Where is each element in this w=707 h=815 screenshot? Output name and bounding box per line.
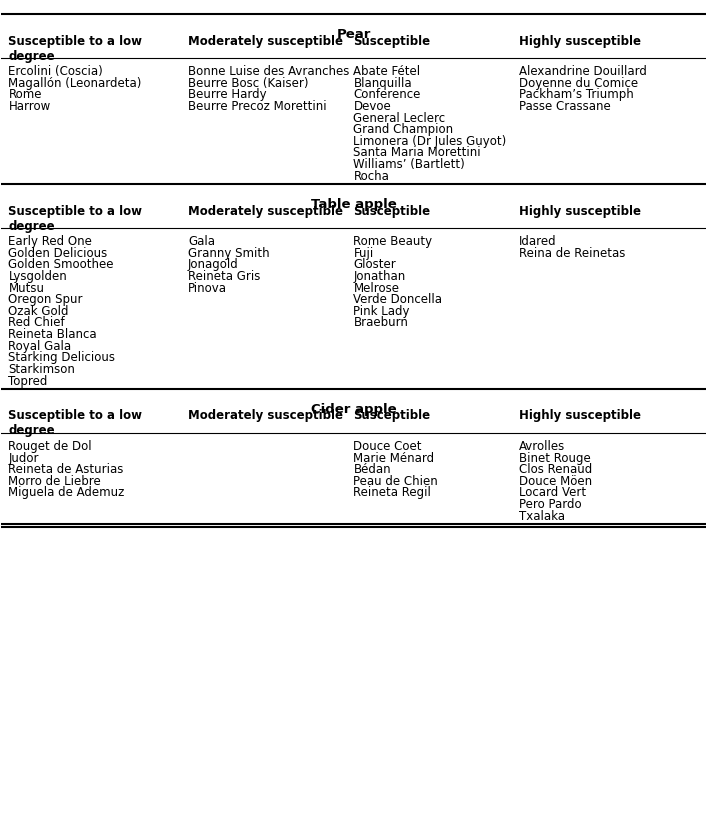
- Text: Bonne Luise des Avranches: Bonne Luise des Avranches: [188, 65, 349, 78]
- Text: Golden Delicious: Golden Delicious: [8, 247, 107, 260]
- Text: Beurre Hardy: Beurre Hardy: [188, 88, 267, 101]
- Text: Pink Lady: Pink Lady: [354, 305, 410, 318]
- Text: Oregon Spur: Oregon Spur: [8, 293, 83, 306]
- Text: Starkimson: Starkimson: [8, 363, 76, 376]
- Text: Highly susceptible: Highly susceptible: [519, 34, 641, 47]
- Text: Txalaka: Txalaka: [519, 509, 565, 522]
- Text: Susceptible to a low
degree: Susceptible to a low degree: [8, 409, 142, 438]
- Text: Harrow: Harrow: [8, 100, 51, 113]
- Text: Jonathan: Jonathan: [354, 270, 406, 283]
- Text: Pinova: Pinova: [188, 282, 227, 294]
- Text: Rouget de Dol: Rouget de Dol: [8, 440, 92, 453]
- Text: Avrolles: Avrolles: [519, 440, 565, 453]
- Text: Packham’s Triumph: Packham’s Triumph: [519, 88, 633, 101]
- Text: Susceptible: Susceptible: [354, 34, 431, 47]
- Text: Mutsu: Mutsu: [8, 282, 45, 294]
- Text: Conference: Conference: [354, 88, 421, 101]
- Text: Idared: Idared: [519, 236, 556, 248]
- Text: Jonagold: Jonagold: [188, 258, 239, 271]
- Text: Table apple: Table apple: [310, 198, 397, 211]
- Text: Abate Fétel: Abate Fétel: [354, 65, 421, 78]
- Text: Early Red One: Early Red One: [8, 236, 93, 248]
- Text: Braeburn: Braeburn: [354, 316, 409, 329]
- Text: Clos Renaud: Clos Renaud: [519, 463, 592, 476]
- Text: Limonera (Dr Jules Guyot): Limonera (Dr Jules Guyot): [354, 134, 507, 148]
- Text: Gala: Gala: [188, 236, 215, 248]
- Text: Morro de Liebre: Morro de Liebre: [8, 475, 101, 488]
- Text: Moderately susceptible: Moderately susceptible: [188, 409, 343, 422]
- Text: Moderately susceptible: Moderately susceptible: [188, 205, 343, 218]
- Text: Marie Ménard: Marie Ménard: [354, 452, 435, 465]
- Text: Alexandrine Douillard: Alexandrine Douillard: [519, 65, 647, 78]
- Text: Susceptible: Susceptible: [354, 205, 431, 218]
- Text: Ercolini (Coscia): Ercolini (Coscia): [8, 65, 103, 78]
- Text: Ozak Gold: Ozak Gold: [8, 305, 69, 318]
- Text: Highly susceptible: Highly susceptible: [519, 205, 641, 218]
- Text: General Leclerc: General Leclerc: [354, 112, 445, 125]
- Text: Rocha: Rocha: [354, 170, 390, 183]
- Text: Gloster: Gloster: [354, 258, 396, 271]
- Text: Topred: Topred: [8, 375, 48, 387]
- Text: Binet Rouge: Binet Rouge: [519, 452, 591, 465]
- Text: Passe Crassane: Passe Crassane: [519, 100, 611, 113]
- Text: Susceptible to a low
degree: Susceptible to a low degree: [8, 205, 142, 232]
- Text: Reineta Regil: Reineta Regil: [354, 487, 431, 500]
- Text: Douce Coet: Douce Coet: [354, 440, 422, 453]
- Text: Royal Gala: Royal Gala: [8, 340, 71, 353]
- Text: Rome: Rome: [8, 88, 42, 101]
- Text: Judor: Judor: [8, 452, 39, 465]
- Text: Golden Smoothee: Golden Smoothee: [8, 258, 114, 271]
- Text: Pear: Pear: [337, 29, 370, 42]
- Text: Granny Smith: Granny Smith: [188, 247, 269, 260]
- Text: Reineta Blanca: Reineta Blanca: [8, 328, 97, 341]
- Text: Starking Delicious: Starking Delicious: [8, 351, 115, 364]
- Text: Susceptible to a low
degree: Susceptible to a low degree: [8, 34, 142, 63]
- Text: Magallón (Leonardeta): Magallón (Leonardeta): [8, 77, 142, 90]
- Text: Locard Vert: Locard Vert: [519, 487, 586, 500]
- Text: Cider apple: Cider apple: [310, 403, 397, 416]
- Text: Reineta Gris: Reineta Gris: [188, 270, 260, 283]
- Text: Miguela de Ademuz: Miguela de Ademuz: [8, 487, 125, 500]
- Text: Devoe: Devoe: [354, 100, 391, 113]
- Text: Lysgolden: Lysgolden: [8, 270, 67, 283]
- Text: Douce Möen: Douce Möen: [519, 475, 592, 488]
- Text: Susceptible: Susceptible: [354, 409, 431, 422]
- Text: Reina de Reinetas: Reina de Reinetas: [519, 247, 626, 260]
- Text: Doyenne du Comice: Doyenne du Comice: [519, 77, 638, 90]
- Text: Fuji: Fuji: [354, 247, 374, 260]
- Text: Santa Maria Morettini: Santa Maria Morettini: [354, 147, 481, 160]
- Text: Verde Doncella: Verde Doncella: [354, 293, 443, 306]
- Text: Reineta de Asturias: Reineta de Asturias: [8, 463, 124, 476]
- Text: Melrose: Melrose: [354, 282, 399, 294]
- Text: Peau de Chien: Peau de Chien: [354, 475, 438, 488]
- Text: Rome Beauty: Rome Beauty: [354, 236, 433, 248]
- Text: Beurre Bosc (Kaiser): Beurre Bosc (Kaiser): [188, 77, 308, 90]
- Text: Blanquilla: Blanquilla: [354, 77, 412, 90]
- Text: Grand Champion: Grand Champion: [354, 123, 454, 136]
- Text: Moderately susceptible: Moderately susceptible: [188, 34, 343, 47]
- Text: Highly susceptible: Highly susceptible: [519, 409, 641, 422]
- Text: Bédan: Bédan: [354, 463, 391, 476]
- Text: Pero Pardo: Pero Pardo: [519, 498, 582, 511]
- Text: Beurre Precoz Morettini: Beurre Precoz Morettini: [188, 100, 327, 113]
- Text: Red Chief: Red Chief: [8, 316, 65, 329]
- Text: Williams’ (Bartlett): Williams’ (Bartlett): [354, 158, 465, 171]
